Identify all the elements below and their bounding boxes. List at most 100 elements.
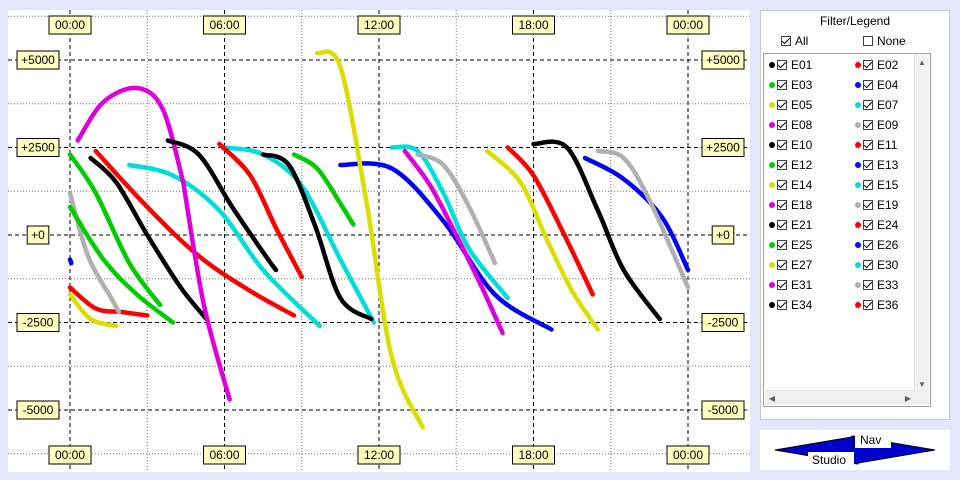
legend-checkbox[interactable] bbox=[863, 140, 873, 150]
legend-item-E30[interactable]: E30 bbox=[855, 256, 898, 274]
scroll-down-arrow-icon[interactable]: ▼ bbox=[918, 379, 926, 389]
y-tick-label-right-text: +5000 bbox=[706, 53, 740, 67]
legend-checkbox[interactable] bbox=[863, 300, 873, 310]
y-tick-label-left: +2500 bbox=[16, 138, 60, 157]
legend-item-E36[interactable]: E36 bbox=[855, 296, 898, 314]
legend-item-E03[interactable]: E03 bbox=[769, 76, 812, 94]
legend-checkbox[interactable] bbox=[863, 200, 873, 210]
legend-color-dot bbox=[769, 242, 775, 248]
legend-checkbox[interactable] bbox=[777, 180, 787, 190]
scroll-left-arrow-icon[interactable]: ◀ bbox=[768, 393, 776, 403]
legend-checkbox[interactable] bbox=[863, 120, 873, 130]
legend-item-E15[interactable]: E15 bbox=[855, 176, 898, 194]
legend-checkbox[interactable] bbox=[777, 260, 787, 270]
x-tick-label-bottom: 12:00 bbox=[357, 445, 401, 465]
legend-label: E33 bbox=[877, 278, 899, 292]
logo-studio-backdrop bbox=[808, 452, 854, 468]
x-tick-label-bottom-text: 00:00 bbox=[55, 448, 85, 462]
filter-all-checkbox[interactable] bbox=[781, 36, 791, 46]
legend-panel: Filter/Legend All None E01 E02 E03 E04 E05 E0… bbox=[760, 10, 950, 420]
legend-item-E27[interactable]: E27 bbox=[769, 256, 812, 274]
series-E34-line bbox=[260, 152, 374, 322]
x-tick-label-bottom: 00:00 bbox=[666, 445, 710, 465]
legend-checkbox[interactable] bbox=[777, 200, 787, 210]
legend-label: E09 bbox=[877, 118, 899, 132]
legend-item-E08[interactable]: E08 bbox=[769, 116, 812, 134]
legend-item-E21[interactable]: E21 bbox=[769, 216, 812, 234]
legend-item-E09[interactable]: E09 bbox=[855, 116, 898, 134]
legend-label: E21 bbox=[791, 218, 813, 232]
legend-label: E01 bbox=[791, 58, 813, 72]
legend-label: E24 bbox=[877, 218, 899, 232]
legend-checkbox[interactable] bbox=[863, 180, 873, 190]
series-layer bbox=[67, 49, 691, 430]
series-E11-line bbox=[93, 148, 297, 318]
legend-item-E24[interactable]: E24 bbox=[855, 216, 898, 234]
legend-item-E34[interactable]: E34 bbox=[769, 296, 812, 314]
y-tick-label-right: +5000 bbox=[701, 50, 745, 70]
legend-checkbox[interactable] bbox=[863, 80, 873, 90]
legend-item-E10[interactable]: E10 bbox=[769, 136, 812, 154]
legend-item-E13[interactable]: E13 bbox=[855, 156, 898, 174]
legend-item-E33[interactable]: E33 bbox=[855, 276, 898, 294]
legend-checkbox[interactable] bbox=[777, 240, 787, 250]
y-tick-label-right-box bbox=[701, 50, 745, 70]
legend-checkbox[interactable] bbox=[777, 140, 787, 150]
filter-all-label: All bbox=[795, 34, 809, 48]
x-tick-label-top: 18:00 bbox=[512, 15, 555, 35]
x-tick-label-bottom-box bbox=[512, 445, 555, 465]
x-tick-label-bottom-box bbox=[203, 445, 246, 465]
legend-item-E31[interactable]: E31 bbox=[769, 276, 812, 294]
x-tick-label-top-box bbox=[666, 15, 710, 35]
legend-checkbox[interactable] bbox=[863, 260, 873, 270]
legend-checkbox[interactable] bbox=[777, 120, 787, 130]
legend-item-E26[interactable]: E26 bbox=[855, 236, 898, 254]
legend-item-E07[interactable]: E07 bbox=[855, 96, 898, 114]
x-tick-label-bottom-box bbox=[666, 445, 710, 465]
legend-checkbox[interactable] bbox=[863, 160, 873, 170]
legend-checkbox[interactable] bbox=[777, 280, 787, 290]
scroll-up-arrow-icon[interactable]: ▲ bbox=[918, 57, 926, 67]
legend-color-dot bbox=[855, 62, 861, 68]
x-tick-label-top-box bbox=[203, 15, 246, 35]
legend-checkbox[interactable] bbox=[777, 160, 787, 170]
legend-item-E11[interactable]: E11 bbox=[855, 136, 897, 154]
filter-none-option[interactable]: None bbox=[863, 34, 906, 48]
legend-item-E14[interactable]: E14 bbox=[769, 176, 812, 194]
legend-checkbox[interactable] bbox=[777, 300, 787, 310]
y-tick-label-left-box bbox=[26, 225, 50, 245]
legend-item-E05[interactable]: E05 bbox=[769, 96, 812, 114]
legend-checkbox[interactable] bbox=[863, 240, 873, 250]
filter-all-option[interactable]: All bbox=[781, 34, 808, 48]
legend-item-E01[interactable]: E01 bbox=[769, 56, 812, 74]
legend-label: E03 bbox=[791, 78, 813, 92]
legend-vertical-scrollbar[interactable]: ▲ ▼ bbox=[914, 55, 929, 391]
y-tick-label-left-text: +2500 bbox=[21, 141, 55, 155]
legend-item-E12[interactable]: E12 bbox=[769, 156, 812, 174]
x-tick-label-top-box bbox=[48, 15, 92, 35]
legend-checkbox[interactable] bbox=[863, 280, 873, 290]
legend-horizontal-scrollbar[interactable]: ◀ ▶ bbox=[765, 390, 915, 405]
legend-checkbox[interactable] bbox=[777, 220, 787, 230]
legend-item-E19[interactable]: E19 bbox=[855, 196, 898, 214]
x-tick-label-top-text: 18:00 bbox=[518, 18, 548, 32]
tick-labels: 00:00 00:00 06:00 06:00 12:00 12:00 18:00 18:00… bbox=[16, 15, 745, 465]
legend-checkbox[interactable] bbox=[863, 220, 873, 230]
legend-item-E04[interactable]: E04 bbox=[855, 76, 898, 94]
y-tick-label-right-text: -5000 bbox=[708, 403, 739, 417]
legend-checkbox[interactable] bbox=[777, 100, 787, 110]
legend-color-dot bbox=[855, 182, 861, 188]
scroll-right-arrow-icon[interactable]: ▶ bbox=[904, 393, 912, 403]
legend-checkbox[interactable] bbox=[777, 60, 787, 70]
filter-none-checkbox[interactable] bbox=[863, 36, 873, 46]
legend-color-dot bbox=[769, 222, 775, 228]
legend-item-E25[interactable]: E25 bbox=[769, 236, 812, 254]
legend-item-E18[interactable]: E18 bbox=[769, 196, 812, 214]
legend-label: E05 bbox=[791, 98, 813, 112]
legend-checkbox[interactable] bbox=[863, 100, 873, 110]
legend-color-dot bbox=[855, 242, 861, 248]
y-tick-label-left-box bbox=[16, 138, 60, 157]
legend-checkbox[interactable] bbox=[863, 60, 873, 70]
legend-item-E02[interactable]: E02 bbox=[855, 56, 898, 74]
legend-checkbox[interactable] bbox=[777, 80, 787, 90]
